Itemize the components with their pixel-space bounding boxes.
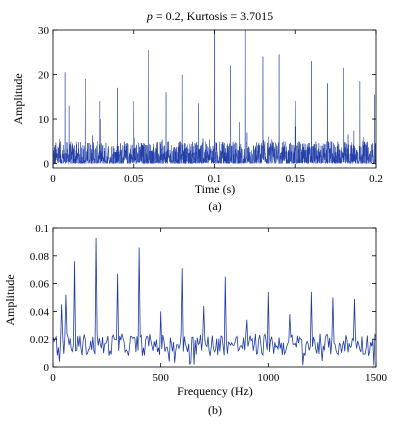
b-xtick-label: 1000 (257, 372, 280, 384)
chart-b-x-ticks: 0 500 1000 1500 (50, 228, 388, 384)
chart-a-title-p: p (146, 9, 153, 23)
chart-b-y-ticks: 0 0.02 0.04 0.06 0.08 0.1 (30, 223, 376, 374)
chart-b-plot-area (52, 237, 377, 366)
chart-a-ylabel: Amplitude (11, 73, 25, 124)
chart-a-xlabel: Time (s) (195, 182, 236, 196)
a-ytick-label: 10 (38, 114, 50, 126)
chart-a-y-ticks: 0 10 20 30 (38, 25, 376, 171)
chart-b-axes-frame (52, 227, 377, 368)
a-xtick-label: 0 (50, 173, 56, 185)
a-xtick-label: 0.15 (286, 173, 306, 185)
chart-a-time-signal: p = 0.2, Kurtosis = 3.7015 0 0.05 0.1 0.15 0… (11, 9, 383, 213)
b-xtick-label: 500 (152, 372, 169, 384)
chart-b-spectrum-line (52, 237, 377, 366)
a-xtick-label: 0.2 (369, 173, 383, 185)
chart-b-ylabel: Amplitude (3, 274, 17, 325)
b-xtick-label: 0 (50, 372, 56, 384)
chart-a-signal-line (52, 29, 377, 165)
b-ytick-label: 0.1 (35, 223, 49, 235)
b-ytick-label: 0 (44, 362, 50, 374)
chart-b-spectrum: 0 500 1000 1500 0 0.02 0.04 0.06 0.08 0.1 Freque… (3, 223, 388, 417)
chart-b-xlabel: Frequency (Hz) (177, 384, 253, 398)
a-xtick-label: 0.05 (124, 173, 144, 185)
b-ytick-label: 0.02 (30, 334, 49, 346)
a-ytick-label: 30 (38, 25, 50, 37)
chart-a-x-ticks: 0 0.05 0.1 0.15 0.2 (50, 30, 383, 185)
chart-a-caption: (a) (208, 199, 221, 213)
b-xtick-label: 1500 (365, 372, 388, 384)
b-ytick-label: 0.06 (30, 279, 50, 291)
a-ytick-label: 0 (44, 159, 50, 171)
a-ytick-label: 20 (38, 70, 50, 82)
chart-a-plot-area (52, 29, 377, 165)
a-xtick-label: 0.1 (208, 173, 222, 185)
b-ytick-label: 0.08 (30, 251, 50, 263)
chart-b-caption: (b) (208, 403, 222, 417)
b-ytick-label: 0.04 (30, 306, 50, 318)
chart-a-title-rest: = 0.2, Kurtosis = 3.7015 (153, 9, 273, 23)
chart-a-title: p = 0.2, Kurtosis = 3.7015 (146, 9, 273, 23)
